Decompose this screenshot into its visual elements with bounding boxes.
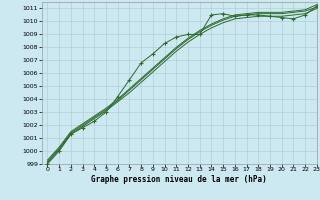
- X-axis label: Graphe pression niveau de la mer (hPa): Graphe pression niveau de la mer (hPa): [91, 175, 267, 184]
